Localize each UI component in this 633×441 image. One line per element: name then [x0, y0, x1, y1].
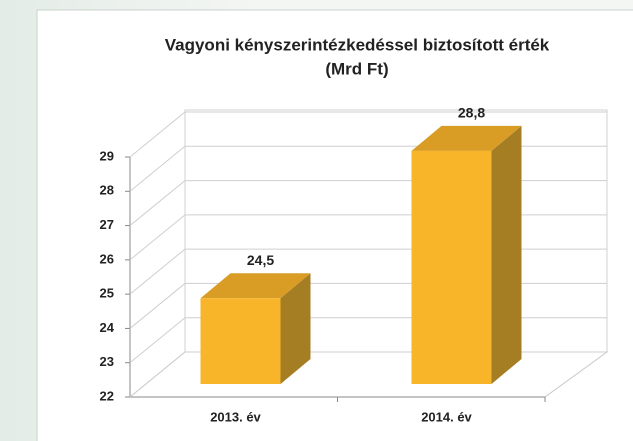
y-tick-label: 23 [100, 354, 114, 369]
value-label: 28,8 [458, 105, 485, 121]
bar [411, 150, 492, 384]
y-tick-label: 27 [100, 217, 114, 232]
bar-side [280, 273, 311, 384]
bar-top [200, 273, 311, 299]
x-tick-label: 2014. év [421, 409, 472, 424]
y-tick-label: 22 [100, 388, 114, 403]
grid-line [129, 111, 607, 158]
y-tick-label: 24 [100, 320, 115, 335]
y-tick-label: 25 [100, 286, 114, 301]
chart-title: Vagyoni kényszerintézkedéssel biztosítot… [165, 35, 550, 54]
x-tick-label: 2013. év [210, 409, 261, 424]
bar [200, 298, 281, 384]
y-tick-label: 26 [100, 251, 114, 266]
bar-top [411, 125, 522, 151]
y-tick-label: 28 [100, 183, 114, 198]
y-tick-label: 29 [100, 148, 114, 163]
chart-subtitle: (Mrd Ft) [325, 59, 388, 78]
bar-side [491, 125, 522, 384]
value-label: 24,5 [247, 252, 274, 268]
